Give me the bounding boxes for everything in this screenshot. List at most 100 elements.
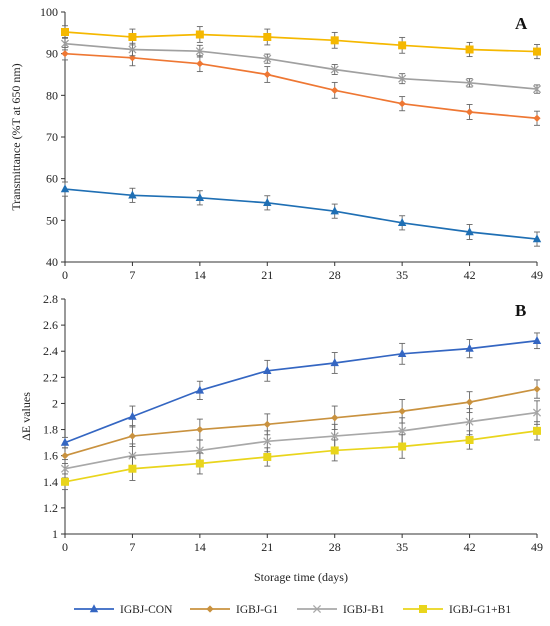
- data-point: [195, 385, 205, 394]
- data-point: [61, 452, 69, 460]
- data-point: [61, 50, 69, 58]
- data-point: [330, 65, 339, 74]
- data-point: [397, 349, 407, 358]
- legend-item-igbj-g1: IGBJ-G1: [190, 604, 278, 616]
- legend-marker: [206, 605, 214, 613]
- x-tick-label: 28: [329, 268, 341, 282]
- y-tick-label: 2.6: [43, 318, 58, 332]
- y-axis-label: Transmittance (%T at 650 nm): [9, 63, 23, 210]
- data-point: [195, 47, 204, 56]
- series-igbj-g1-b1: [61, 421, 541, 491]
- data-point: [330, 36, 339, 45]
- series-line: [64, 339, 538, 444]
- data-point: [263, 33, 272, 41]
- legend-label: IGBJ-CON: [120, 604, 173, 616]
- x-axis-label: Storage time (days): [254, 570, 348, 584]
- y-axis-label: ΔE values: [19, 392, 33, 441]
- data-point: [128, 451, 137, 460]
- x-tick-label: 0: [62, 540, 68, 554]
- data-point: [533, 47, 541, 56]
- data-point: [398, 100, 406, 108]
- data-point: [533, 114, 541, 122]
- series-line: [64, 188, 538, 240]
- data-point: [533, 385, 541, 393]
- legend-label: IGBJ-G1: [236, 604, 278, 616]
- data-point: [532, 408, 542, 417]
- legend-label: IGBJ-B1: [343, 604, 385, 616]
- data-point: [60, 184, 70, 193]
- series-igbj-g1: [61, 46, 541, 126]
- data-point: [330, 446, 339, 455]
- y-tick-label: 40: [46, 255, 58, 269]
- panel-letter: A: [515, 14, 528, 33]
- data-point: [331, 414, 339, 422]
- data-point: [398, 407, 406, 415]
- data-point: [61, 477, 69, 486]
- legend-marker: [419, 605, 427, 613]
- x-tick-label: 7: [129, 268, 135, 282]
- data-point: [330, 206, 339, 215]
- x-tick-label: 14: [194, 540, 206, 554]
- data-point: [465, 78, 474, 87]
- data-point: [533, 426, 541, 435]
- x-tick-label: 28: [329, 540, 341, 554]
- legend-label: IGBJ-G1+B1: [449, 604, 511, 616]
- x-tick-label: 42: [464, 540, 476, 554]
- data-point: [263, 452, 272, 461]
- x-tick-label: 49: [531, 540, 543, 554]
- data-point: [128, 33, 137, 41]
- x-tick-label: 49: [531, 268, 543, 282]
- data-point: [330, 358, 339, 367]
- panel-letter: B: [515, 301, 526, 320]
- y-tick-label: 50: [46, 213, 58, 227]
- data-point: [465, 343, 474, 352]
- y-tick-label: 2.8: [43, 292, 58, 306]
- data-point: [532, 85, 542, 94]
- legend-item-igbj-g1-b1: IGBJ-G1+B1: [403, 604, 511, 616]
- data-point: [128, 464, 137, 473]
- series-line: [64, 52, 538, 120]
- data-point: [60, 39, 70, 48]
- data-point: [532, 335, 542, 344]
- y-tick-label: 2.2: [43, 370, 58, 384]
- data-point: [263, 198, 272, 207]
- y-tick-label: 1.2: [43, 501, 58, 515]
- data-point: [263, 420, 271, 428]
- data-point: [398, 41, 407, 50]
- x-tick-label: 35: [396, 540, 408, 554]
- y-tick-label: 2: [52, 396, 58, 410]
- data-point: [465, 45, 474, 54]
- x-tick-label: 0: [62, 268, 68, 282]
- y-tick-label: 80: [46, 88, 58, 102]
- y-tick-label: 2.4: [43, 344, 58, 358]
- data-point: [465, 108, 474, 116]
- data-point: [128, 432, 137, 440]
- y-tick-label: 1.6: [43, 449, 58, 463]
- data-point: [465, 417, 474, 426]
- series-igbj-con: [60, 332, 542, 449]
- data-point: [263, 437, 272, 446]
- data-point: [398, 74, 407, 83]
- data-point: [398, 426, 407, 435]
- y-tick-label: 60: [46, 172, 58, 186]
- y-tick-label: 90: [46, 47, 58, 61]
- x-tick-label: 21: [261, 540, 273, 554]
- series-line: [64, 388, 538, 457]
- x-tick-label: 21: [261, 268, 273, 282]
- legend-marker: [89, 604, 99, 613]
- data-point: [195, 30, 204, 39]
- data-point: [263, 70, 271, 79]
- data-point: [195, 193, 205, 202]
- series-line: [64, 31, 538, 53]
- data-point: [465, 436, 474, 444]
- series-igbj-con: [60, 181, 542, 247]
- x-tick-label: 14: [194, 268, 206, 282]
- data-point: [331, 86, 339, 94]
- panel-a-chart: 40 50 60 70 80 90 100 0 7 14 21 28 35 42 49 Transmittan…: [9, 5, 543, 282]
- data-point: [128, 45, 137, 54]
- data-point: [465, 227, 474, 236]
- legend-item-igbj-con: IGBJ-CON: [74, 604, 173, 616]
- data-point: [263, 54, 272, 63]
- legend-marker: [312, 604, 322, 614]
